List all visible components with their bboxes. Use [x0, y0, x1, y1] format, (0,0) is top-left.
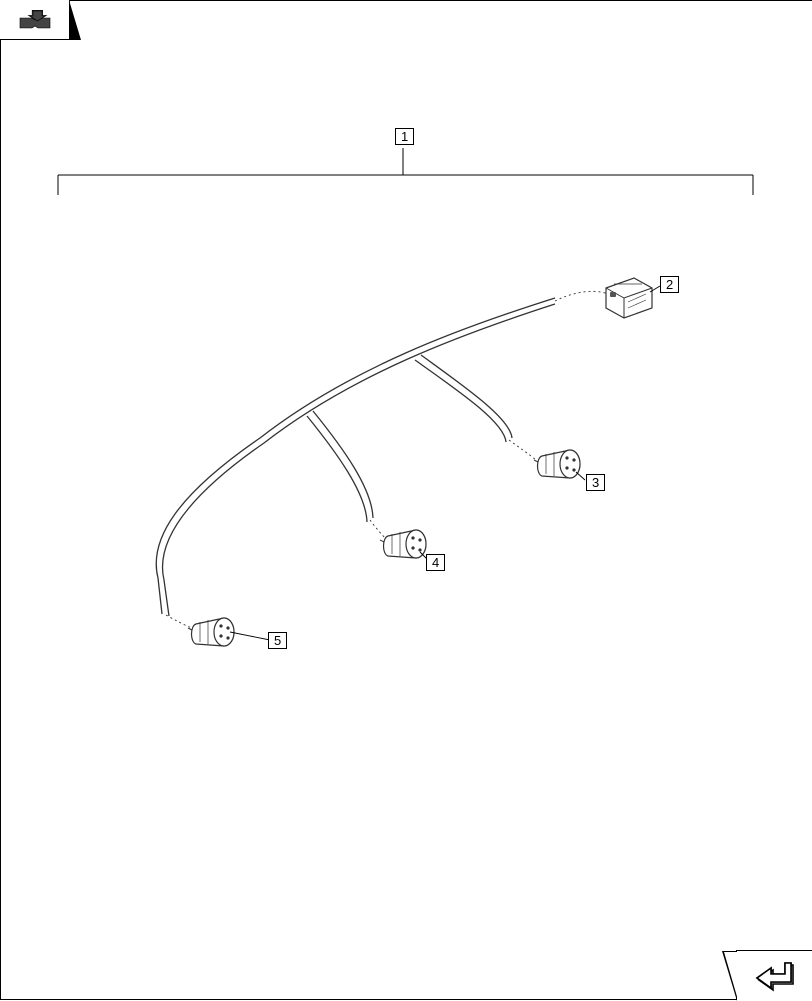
top-nav-icon-box[interactable]	[0, 0, 70, 40]
book-arrow-icon	[17, 8, 53, 32]
callout-label-2: 2	[660, 276, 679, 293]
bottom-nav-icon-box[interactable]	[736, 950, 812, 1000]
callout-label-3: 3	[586, 474, 605, 491]
callout-label-4: 4	[426, 554, 445, 571]
callout-label-5: 5	[268, 632, 287, 649]
callout-label-1: 1	[395, 128, 414, 145]
diagram-frame	[0, 0, 812, 1000]
return-arrow-icon	[753, 958, 797, 994]
